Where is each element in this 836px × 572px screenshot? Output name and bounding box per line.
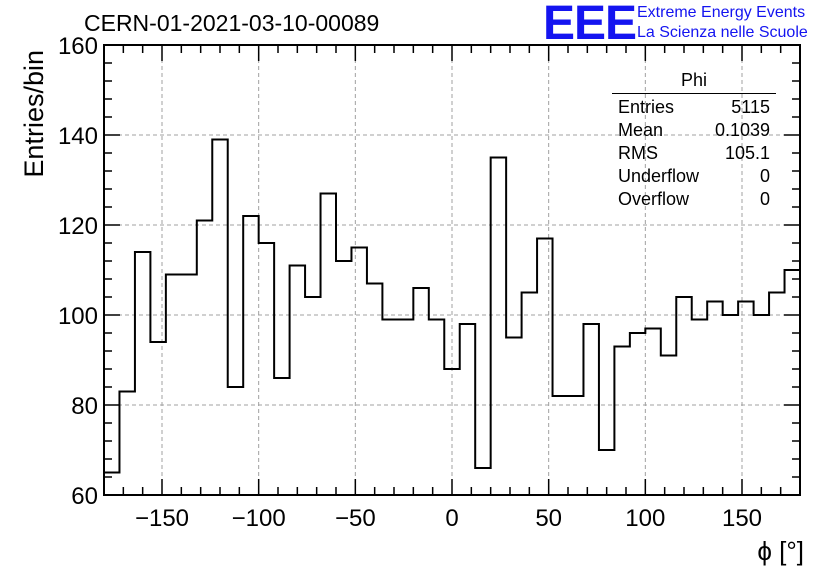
x-tick-label: −100 [232, 505, 286, 532]
histogram-bin [460, 324, 475, 495]
histogram-bin [692, 320, 707, 496]
histogram-bin [568, 396, 583, 495]
histogram-bin [429, 320, 444, 496]
y-axis-label: Entries/bin [19, 50, 49, 178]
histogram-bin [769, 293, 784, 496]
histogram-bin [274, 378, 289, 495]
y-tick-label: 120 [58, 213, 98, 240]
histogram-bin [723, 315, 738, 495]
histogram-bin [537, 239, 552, 496]
logo-subtitle-line2: La Scienza nelle Scuole [637, 24, 808, 41]
histogram-bin [661, 356, 676, 496]
stats-row-mean: Mean 0.1039 [612, 119, 776, 142]
y-tick-label: 160 [58, 33, 98, 60]
stats-label: Underflow [618, 166, 700, 186]
histogram-bin [676, 297, 691, 495]
stats-value: 0 [759, 166, 770, 186]
y-tick-label: 100 [58, 303, 98, 330]
histogram-bin [785, 270, 800, 495]
histogram-bin [413, 288, 428, 495]
histogram-bin [738, 302, 753, 496]
plot-frame [103, 44, 801, 496]
histogram-bin [228, 387, 243, 495]
stats-value: 0.1039 [714, 120, 770, 140]
histogram-bin [630, 333, 645, 495]
histogram-bin [351, 248, 366, 496]
histogram-bin [382, 320, 397, 496]
histogram-step-line [103, 138, 801, 495]
stats-label: Mean [618, 120, 664, 140]
histogram-bin [305, 297, 320, 495]
x-tick-label: 100 [625, 505, 665, 532]
y-tick-label: 60 [71, 483, 98, 510]
histogram-bin [135, 252, 150, 495]
x-tick-label: 0 [445, 505, 458, 532]
histogram-bin [599, 450, 614, 495]
histogram-bin [475, 468, 490, 495]
stats-box: Phi Entries 5115 Mean 0.1039 RMS 105.1 U… [612, 70, 776, 211]
histogram-bin [522, 293, 537, 496]
x-tick-label: 150 [722, 505, 762, 532]
x-tick-label: −50 [335, 505, 376, 532]
histogram-bin [506, 338, 521, 496]
histogram-bin [243, 216, 258, 495]
histogram-bin [754, 315, 769, 495]
histogram-bin [197, 221, 212, 496]
logo-subtitle-line1: Extreme Energy Events [637, 4, 806, 21]
eee-logo: EEE [543, 0, 637, 50]
histogram-bin [150, 342, 165, 495]
x-tick-label: 50 [535, 505, 562, 532]
tick-labels: −150 −100 −50 0 50 100 150 60 80 100 120 140 160 [58, 33, 762, 532]
histogram-bin [367, 284, 382, 496]
histogram-bin [583, 324, 598, 495]
histogram-bin [259, 243, 274, 495]
stats-row-entries: Entries 5115 [612, 96, 776, 119]
histogram-bin [553, 396, 568, 495]
stats-value: 105.1 [724, 143, 770, 163]
histogram-bin [166, 275, 181, 496]
histogram-bin [181, 275, 196, 496]
histogram-bin [491, 158, 506, 496]
stats-value: 5115 [731, 97, 770, 117]
histogram-bin [336, 261, 351, 495]
histogram-bin [321, 194, 336, 496]
stats-label: RMS [618, 143, 658, 163]
stats-label: Entries [618, 97, 675, 117]
histogram-bin [645, 329, 660, 496]
x-axis-label: ϕ [°] [757, 536, 804, 566]
run-title: CERN-01-2021-03-10-00089 [84, 10, 380, 36]
stats-title: Phi [612, 70, 776, 94]
stats-row-underflow: Underflow 0 [612, 165, 776, 188]
stats-row-overflow: Overflow 0 [612, 188, 776, 211]
histogram-bin [444, 369, 459, 495]
histogram-bin [212, 140, 227, 496]
histogram-bin [119, 392, 134, 496]
histogram-bin [290, 266, 305, 496]
histogram-bin [398, 320, 413, 496]
x-tick-label: −150 [135, 505, 189, 532]
stats-row-rms: RMS 105.1 [612, 142, 776, 165]
histogram-bin [614, 347, 629, 496]
y-tick-label: 140 [58, 123, 98, 150]
histogram-bin [707, 302, 722, 496]
stats-value: 0 [759, 189, 770, 209]
y-tick-label: 80 [71, 393, 98, 420]
stats-label: Overflow [618, 189, 690, 209]
histogram-bin [104, 473, 119, 496]
